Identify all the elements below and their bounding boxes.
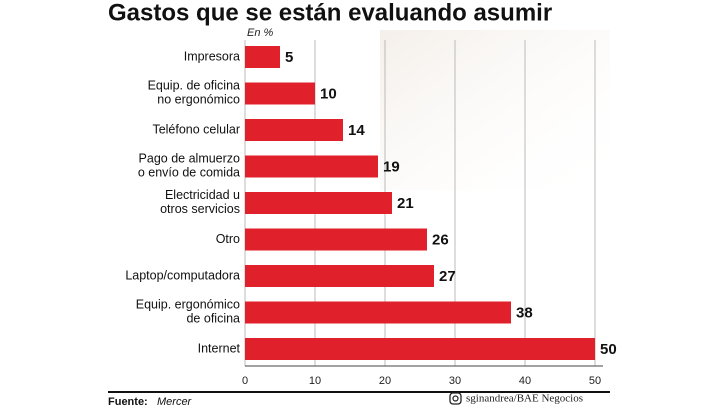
source: Mercer	[157, 396, 193, 405]
bar	[245, 301, 511, 324]
value-label: 38	[516, 304, 533, 321]
bar	[245, 119, 343, 141]
value-label: 50	[600, 341, 617, 358]
y-tick-label: Electricidad u otros servicios	[160, 188, 240, 216]
y-tick-label: Equip. ergonómico de oficina	[136, 298, 240, 326]
x-tick-label: 10	[309, 375, 321, 387]
y-tick-label: Otro	[216, 232, 240, 246]
credit: sginandrea/BAE Negocios	[466, 393, 583, 405]
bar	[245, 82, 315, 105]
source-label: Fuente:	[108, 396, 148, 405]
y-tick-label: Teléfono celular	[152, 122, 240, 136]
x-tick-label: 30	[449, 375, 461, 387]
value-label: 26	[432, 231, 449, 248]
bar	[245, 155, 378, 178]
y-tick-label: Internet	[198, 341, 241, 355]
x-tick-label: 50	[589, 375, 601, 387]
x-tick-label: 0	[242, 375, 248, 387]
value-label: 27	[439, 268, 456, 285]
value-label: 5	[285, 49, 293, 66]
bar	[245, 46, 280, 68]
value-label: 10	[320, 85, 337, 102]
unit-label: En %	[247, 27, 274, 39]
y-tick-label: Equip. de oficina no ergonómico	[148, 79, 240, 107]
chart-title: Gastos que se están evaluando asumir	[108, 0, 552, 26]
bar	[245, 265, 434, 287]
x-tick-label: 40	[519, 375, 531, 387]
y-tick-label: Impresora	[184, 49, 240, 63]
instagram-icon	[449, 392, 462, 405]
x-tick-label: 20	[379, 375, 391, 387]
y-tick-label: Pago de almuerzo o envío de comida	[138, 152, 240, 180]
value-label: 21	[397, 195, 414, 212]
bar	[245, 338, 595, 360]
value-label: 19	[383, 158, 400, 175]
bar	[245, 228, 427, 251]
value-label: 14	[348, 122, 365, 139]
y-tick-label: Laptop/computadora	[125, 268, 240, 282]
bar	[245, 192, 392, 214]
background-photo	[380, 30, 610, 190]
